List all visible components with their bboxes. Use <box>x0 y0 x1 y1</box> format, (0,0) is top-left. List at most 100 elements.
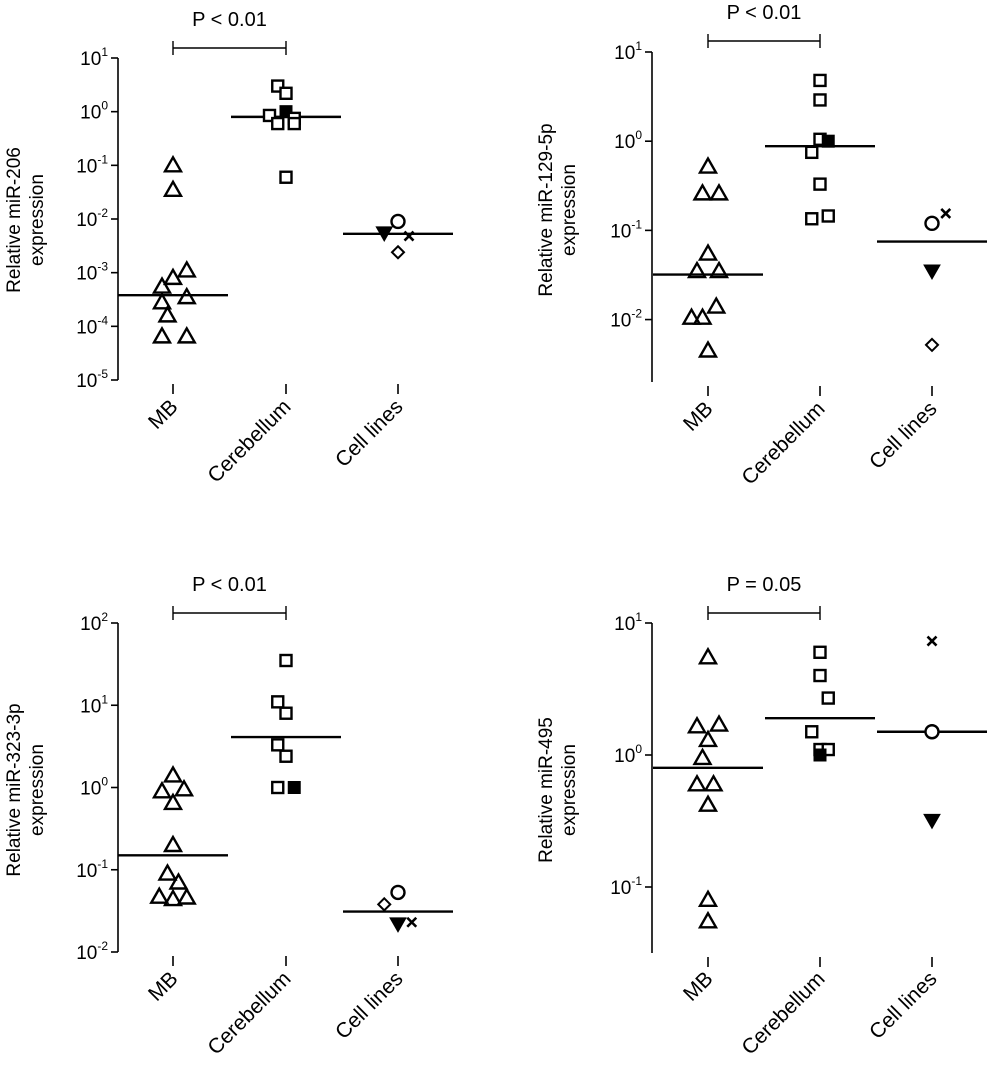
data-point-square-open <box>805 725 819 739</box>
y-tick-label-exponent: -2 <box>97 939 108 953</box>
data-point-circle-open <box>390 884 406 901</box>
data-point-triangle-open <box>708 714 730 732</box>
y-axis-label-line-1: Relative miR-129-5p <box>536 123 557 296</box>
data-point-square-open <box>279 653 293 668</box>
y-tick-label-base: 10 <box>80 614 101 635</box>
data-point-triangle-open <box>162 792 184 811</box>
y-tick-label-exponent: 1 <box>635 610 642 624</box>
significance-label: P = 0.05 <box>727 574 802 596</box>
data-point-triangle-open <box>692 307 713 325</box>
y-tick-label: 10-1 <box>610 217 642 242</box>
y-tick-label: 100 <box>80 775 108 800</box>
data-point-triangle-open <box>697 729 719 748</box>
y-tick-label: 10-1 <box>76 152 108 177</box>
data-point-square-open <box>287 116 301 131</box>
data-point-square-open <box>271 79 285 93</box>
y-tick-label-base: 10 <box>614 746 635 767</box>
category-label-cerebellum: Cerebellum <box>737 397 829 489</box>
data-point-triangle-open <box>151 325 173 344</box>
data-point-cross <box>926 635 938 647</box>
y-tick-label-base: 10 <box>614 132 635 153</box>
y-tick-label-exponent: 2 <box>101 610 108 624</box>
y-tick-label: 100 <box>80 99 108 124</box>
data-point-triangle-open <box>692 747 713 766</box>
y-tick-label-exponent: 0 <box>635 128 642 142</box>
significance-label: P < 0.01 <box>192 574 267 596</box>
y-tick-label-base: 10 <box>76 861 97 882</box>
y-tick-label: 10-4 <box>76 313 108 338</box>
data-point-triangle-open <box>162 834 184 853</box>
significance-bracket <box>172 41 287 55</box>
y-tick-label-base: 10 <box>76 371 97 392</box>
category-label-cell-lines: Cell lines <box>331 967 408 1044</box>
data-point-triangle-open <box>168 872 189 890</box>
data-point-triangle-open <box>173 778 195 797</box>
data-point-triangle-open <box>151 291 173 310</box>
data-point-triangle-open <box>692 182 713 201</box>
y-tick-label: 101 <box>614 610 642 635</box>
y-tick-label-exponent: -1 <box>97 152 108 166</box>
data-point-diamond-open <box>924 337 940 353</box>
data-point-triangle-open <box>176 887 197 905</box>
y-tick-label-exponent: 0 <box>101 99 108 113</box>
data-point-square-filled <box>821 134 835 148</box>
data-point-triangle-open <box>162 765 184 783</box>
significance-label: P < 0.01 <box>192 9 267 31</box>
data-point-square-open <box>805 145 819 160</box>
y-tick-label: 10-3 <box>76 260 108 285</box>
data-point-square-open <box>813 93 827 107</box>
data-point-triangle-down-filled <box>923 264 941 281</box>
data-point-triangle-open <box>681 307 702 325</box>
y-tick-label-base: 10 <box>80 103 101 124</box>
data-point-triangle-open <box>697 340 719 358</box>
y-tick-label-exponent: 1 <box>101 692 108 706</box>
y-tick-label: 10-5 <box>76 367 108 392</box>
y-axis-label-line-2: expression <box>559 164 580 256</box>
data-point-circle-open <box>924 724 940 740</box>
y-tick-label-base: 10 <box>614 614 635 635</box>
data-point-triangle-open <box>151 780 173 799</box>
y-axis-label-line-1: Relative miR-495 <box>536 717 557 863</box>
y-tick-label: 101 <box>80 45 108 70</box>
category-label-mb: MB <box>679 397 718 436</box>
y-tick-label-base: 10 <box>80 49 101 70</box>
y-tick-label-exponent: 1 <box>635 39 642 53</box>
y-tick-label-base: 10 <box>610 878 631 899</box>
y-tick-label-exponent: -1 <box>631 874 642 888</box>
y-tick-label-base: 10 <box>76 210 97 231</box>
data-point-triangle-open <box>697 910 719 929</box>
data-point-circle-open <box>390 213 406 230</box>
significance-bracket <box>172 606 287 620</box>
y-tick-label-exponent: 0 <box>635 742 642 756</box>
y-tick-label-base: 10 <box>76 264 97 285</box>
y-tick-label-base: 10 <box>80 696 101 717</box>
data-point-triangle-open <box>162 179 184 198</box>
category-label-cell-lines: Cell lines <box>865 967 942 1044</box>
data-point-triangle-down-filled <box>389 917 407 933</box>
category-label-mb: MB <box>679 967 718 1006</box>
data-point-square-open <box>813 668 827 683</box>
y-tick-label-base: 10 <box>614 43 635 64</box>
data-point-triangle-open <box>703 773 724 792</box>
data-point-triangle-open <box>708 182 730 201</box>
y-tick-label-exponent: -1 <box>97 857 108 871</box>
category-label-mb: MB <box>144 395 183 434</box>
y-tick-label-exponent: -2 <box>631 307 642 321</box>
data-point-triangle-open <box>706 296 727 314</box>
data-point-triangle-open <box>697 243 719 261</box>
data-point-square-open <box>279 706 293 720</box>
data-point-triangle-open <box>697 794 719 812</box>
y-tick-label-exponent: 1 <box>101 45 108 59</box>
data-point-circle-open <box>924 215 940 232</box>
category-label-cerebellum: Cerebellum <box>203 967 295 1059</box>
data-point-triangle-open <box>697 156 719 174</box>
y-tick-label-base: 10 <box>610 311 631 332</box>
data-point-triangle-down-filled <box>375 226 394 242</box>
y-tick-label: 100 <box>614 128 642 153</box>
data-point-square-open <box>279 170 293 184</box>
y-tick-label-base: 10 <box>76 156 97 177</box>
